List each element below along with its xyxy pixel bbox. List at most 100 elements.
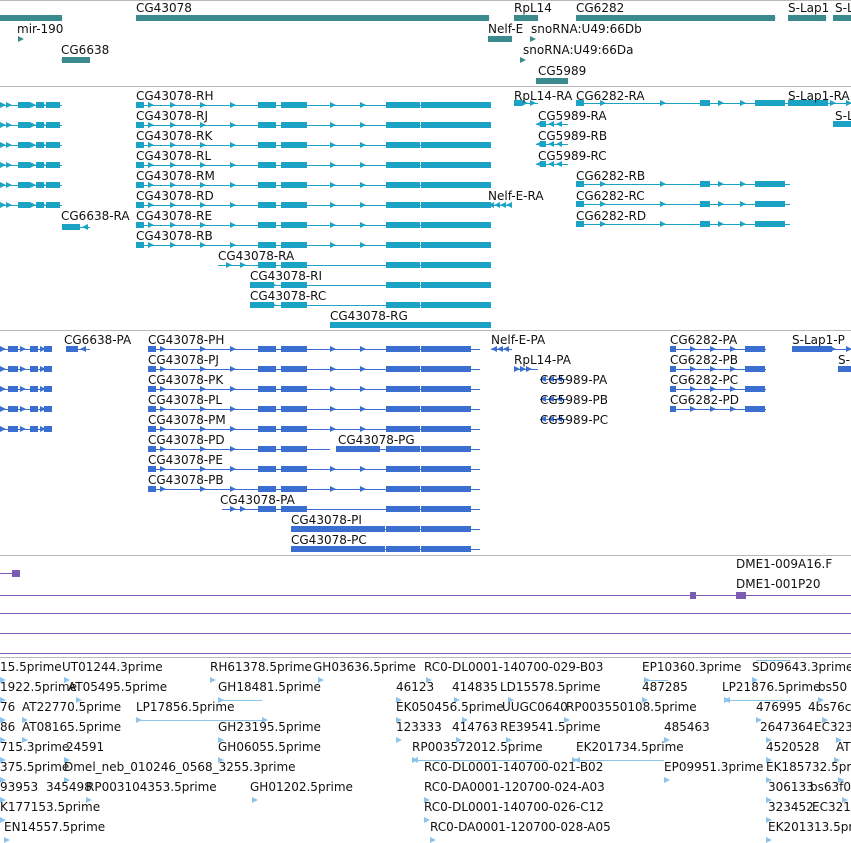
feature-label-sd09643-3prime[interactable]: SD09643.3prime — [752, 660, 851, 674]
feature-label-cg6638-pa[interactable]: CG6638-PA — [64, 333, 132, 347]
feature-label-s-lap1-p[interactable]: S-Lap1-P — [792, 333, 845, 347]
feature-label-cg43078-ph[interactable]: CG43078-PH — [148, 333, 225, 347]
feature-label-s[interactable]: S- — [838, 353, 850, 367]
feature-label-ec321[interactable]: EC321 — [812, 800, 851, 814]
feature-label-lp17856-5prime[interactable]: LP17856.5prime — [136, 700, 235, 714]
feature-label-cg6282-rb[interactable]: CG6282-RB — [576, 169, 646, 183]
feature-label-ut01244-3prime[interactable]: UT01244.3prime — [62, 660, 163, 674]
feature-label-cg43078-pm[interactable]: CG43078-PM — [148, 413, 226, 427]
feature-label-cg5989-pb[interactable]: CG5989-PB — [540, 393, 609, 407]
feature-label-cg43078-pd[interactable]: CG43078-PD — [148, 433, 225, 447]
feature-label-cg5989-pc[interactable]: CG5989-PC — [540, 413, 609, 427]
feature-label-cg6282-pd[interactable]: CG6282-PD — [670, 393, 740, 407]
feature-label-4520528[interactable]: 4520528 — [766, 740, 820, 754]
feature-label-dmel-neb-010246-0568-3255-3prime[interactable]: Dmel_neb_010246_0568_3255.3prime — [64, 760, 296, 774]
feature-label-ek185732-5prime[interactable]: EK185732.5prime — [766, 760, 851, 774]
feature-label-cg6638[interactable]: CG6638 — [61, 43, 110, 57]
feature-label-mir-190[interactable]: mir-190 — [17, 22, 64, 36]
feature-label-86[interactable]: 86 — [0, 720, 16, 734]
feature-label-gh18481-5prime[interactable]: GH18481.5prime — [218, 680, 321, 694]
feature-label-cg43078-rl[interactable]: CG43078-RL — [136, 149, 212, 163]
feature-label-cg6282-rc[interactable]: CG6282-RC — [576, 189, 645, 203]
feature-label-rh61378-5prime[interactable]: RH61378.5prime — [210, 660, 312, 674]
feature-label-bs63f0[interactable]: bs63f0 — [810, 780, 851, 794]
feature-label-ek201313-5prime[interactable]: EK201313.5prime — [768, 820, 851, 834]
feature-label-en14557-5prime[interactable]: EN14557.5prime — [4, 820, 106, 834]
feature-label-cg43078-pc[interactable]: CG43078-PC — [291, 533, 367, 547]
feature-label-cg5989-ra[interactable]: CG5989-RA — [538, 109, 607, 123]
feature-label-cg43078-rb[interactable]: CG43078-RB — [136, 229, 213, 243]
feature-label-rc0-dl0001-140700-021-b02[interactable]: RC0-DL0001-140700-021-B02 — [424, 760, 604, 774]
feature-label-cg43078-rg[interactable]: CG43078-RG — [330, 309, 408, 323]
feature-label-cg43078-pa[interactable]: CG43078-PA — [220, 493, 295, 507]
feature-label-414835[interactable]: 414835 — [452, 680, 498, 694]
feature-label-345498[interactable]: 345498 — [46, 780, 92, 794]
feature-label-76[interactable]: 76 — [0, 700, 16, 714]
feature-label-414763[interactable]: 414763 — [452, 720, 498, 734]
feature-label-at08165-5prime[interactable]: AT08165.5prime — [22, 720, 122, 734]
est-track[interactable]: 15.5prime UT01244.3prime RH61378.5prime GH0… — [0, 658, 851, 843]
feature-label-rp003550108-5prime[interactable]: RP003550108.5prime — [566, 700, 697, 714]
feature-label-cg43078-pe[interactable]: CG43078-PE — [148, 453, 223, 467]
feature-label-323452[interactable]: 323452 — [768, 800, 814, 814]
feature-label-cg6282-pa[interactable]: CG6282-PA — [670, 333, 738, 347]
feature-label-lp21876-5prime[interactable]: LP21876.5prime — [722, 680, 821, 694]
feature-label-at22770-5prime[interactable]: AT22770.5prime — [22, 700, 122, 714]
feature-label-rc0-da0001-120700-028-a05[interactable]: RC0-DA0001-120700-028-A05 — [430, 820, 611, 834]
feature-label-s-l[interactable]: S-L — [835, 109, 851, 123]
feature-label-cg43078-rc[interactable]: CG43078-RC — [250, 289, 327, 303]
feature-label-gh01202-5prime[interactable]: GH01202.5prime — [250, 780, 353, 794]
feature-label-uugc0640[interactable]: UUGC0640 — [502, 700, 568, 714]
feature-label-snorna-u49-66da[interactable]: snoRNA:U49:66Da — [523, 43, 634, 57]
feature-label-ek050456-5prime[interactable]: EK050456.5prime — [396, 700, 504, 714]
feature-label-93953[interactable]: 93953 — [0, 780, 39, 794]
feature-label-cg5989-rb[interactable]: CG5989-RB — [538, 129, 608, 143]
transcript-track[interactable]: CG43078-RH CG43078-RJ CG43078-RK CG43078-RL… — [0, 87, 851, 330]
feature-label-306133[interactable]: 306133 — [768, 780, 814, 794]
feature-label-ep10360-3prime[interactable]: EP10360.3prime — [642, 660, 742, 674]
feature-label-at05495-5prime[interactable]: AT05495.5prime — [68, 680, 168, 694]
feature-label-46123[interactable]: 46123 — [396, 680, 435, 694]
gene-track[interactable]: CG43078 mir-190 CG6638 RpL14 Nelf-E snoRNA:U4… — [0, 0, 851, 86]
feature-label-dme1-009a16-f[interactable]: DME1-009A16.F — [736, 557, 833, 571]
feature-label-cg5989-pa[interactable]: CG5989-PA — [540, 373, 608, 387]
feature-label-cg6638-ra[interactable]: CG6638-RA — [61, 209, 130, 223]
feature-label-cg43078-rd[interactable]: CG43078-RD — [136, 189, 214, 203]
feature-label-rp003104353-5prime[interactable]: RP003104353.5prime — [86, 780, 217, 794]
feature-label-rc0-da0001-120700-024-a03[interactable]: RC0-DA0001-120700-024-A03 — [424, 780, 605, 794]
feature-label-cg6282-ra[interactable]: CG6282-RA — [576, 89, 645, 103]
feature-label-gh03636-5prime[interactable]: GH03636.5prime — [313, 660, 416, 674]
feature-label-rpl14-ra[interactable]: RpL14-RA — [514, 89, 573, 103]
feature-label-cg43078-ri[interactable]: CG43078-RI — [250, 269, 323, 283]
feature-label-cg43078-rj[interactable]: CG43078-RJ — [136, 109, 209, 123]
feature-label-cg43078-ra[interactable]: CG43078-RA — [218, 249, 295, 263]
feature-label-cg43078-pg[interactable]: CG43078-PG — [338, 433, 415, 447]
feature-label-rpl14-pa[interactable]: RpL14-PA — [514, 353, 571, 367]
feature-label-dme1-001p20[interactable]: DME1-001P20 — [736, 577, 821, 591]
feature-label-bs50[interactable]: bs50 — [818, 680, 848, 694]
feature-label-ld15578-5prime[interactable]: LD15578.5prime — [500, 680, 601, 694]
feature-label-375-5prime[interactable]: 375.5prime — [0, 760, 70, 774]
alignment-track[interactable]: DME1-009A16.F DME1-001P20 — [0, 556, 851, 657]
feature-label-487285[interactable]: 487285 — [642, 680, 688, 694]
feature-label-gh23195-5prime[interactable]: GH23195.5prime — [218, 720, 321, 734]
feature-label-1922-5prime[interactable]: 1922.5prime — [0, 680, 77, 694]
feature-label-cg6282[interactable]: CG6282 — [576, 1, 625, 15]
feature-label-cg43078-pk[interactable]: CG43078-PK — [148, 373, 224, 387]
feature-label-cg43078[interactable]: CG43078 — [136, 1, 192, 15]
feature-label-s-lap1[interactable]: S-Lap1 — [788, 1, 830, 15]
feature-label-cg6282-pb[interactable]: CG6282-PB — [670, 353, 739, 367]
feature-label-ek201734-5prime[interactable]: EK201734.5prime — [576, 740, 684, 754]
feature-label-rp003572012-5prime[interactable]: RP003572012.5prime — [412, 740, 543, 754]
feature-label-s-l[interactable]: S-L — [835, 1, 851, 15]
feature-label-cg43078-rk[interactable]: CG43078-RK — [136, 129, 213, 143]
feature-label-cg43078-pj[interactable]: CG43078-PJ — [148, 353, 219, 367]
feature-label-15-5prime[interactable]: 15.5prime — [0, 660, 62, 674]
feature-label-cg5989-rc[interactable]: CG5989-RC — [538, 149, 607, 163]
feature-label-cg6282-pc[interactable]: CG6282-PC — [670, 373, 739, 387]
feature-label-rc0-dl0001-140700-026-c12[interactable]: RC0-DL0001-140700-026-C12 — [424, 800, 604, 814]
feature-label-cg43078-re[interactable]: CG43078-RE — [136, 209, 213, 223]
feature-label-4bs76c[interactable]: 4bs76c — [808, 700, 851, 714]
feature-label-24591[interactable]: 24591 — [66, 740, 105, 754]
feature-label-cg43078-rm[interactable]: CG43078-RM — [136, 169, 215, 183]
